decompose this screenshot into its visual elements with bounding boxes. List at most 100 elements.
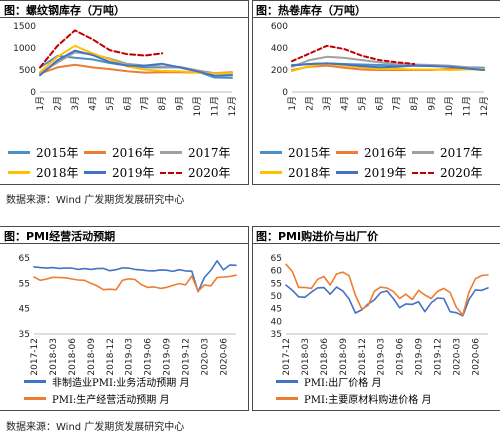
- legend-item: 2019年: [84, 164, 155, 181]
- legend-item: 2018年: [8, 164, 79, 181]
- legend-label: 2018年: [288, 166, 331, 180]
- x-tick-label: 9月: [427, 96, 438, 111]
- y-tick-label: 45: [19, 305, 30, 315]
- x-tick-label: 2018-09: [339, 338, 349, 376]
- x-tick-label: 8月: [409, 96, 420, 111]
- y-tick-label: 45: [271, 305, 282, 315]
- x-tick-label: 7月: [140, 96, 151, 111]
- legend-label: 2018年: [36, 166, 79, 180]
- y-tick-label: 600: [271, 22, 288, 32]
- x-tick-label: 7月: [392, 96, 403, 111]
- y-tick-label: 1500: [13, 22, 36, 32]
- x-tick-label: 5月: [357, 96, 368, 111]
- legend-item: 2020年: [160, 164, 231, 181]
- x-tick-label: 2018-03: [301, 338, 311, 376]
- pmi-expectation-title: 图：PMI经营活动预期: [4, 230, 116, 243]
- legend-swatch: [84, 171, 106, 174]
- series-line: [291, 62, 485, 71]
- x-tick-label: 2018-06: [320, 338, 330, 376]
- x-tick-label: 9月: [175, 96, 186, 111]
- x-tick-label: 2019-12: [182, 338, 192, 376]
- y-tick-label: 55: [19, 279, 30, 289]
- x-tick-label: 2月: [52, 96, 63, 111]
- x-tick-label: 2017-12: [282, 338, 292, 376]
- legend-swatch: [160, 151, 182, 154]
- series-line: [39, 51, 233, 75]
- legend-item: 2015年: [260, 144, 331, 161]
- pmi-prices-title: 图：PMI购进价与出厂价: [256, 230, 379, 243]
- hrc-chart-title: 图：热卷库存（万吨）: [256, 4, 366, 17]
- pmi-prices-chart: 35 40 45 50 55 60 65 2017-12 2018-03 2018-06 2018-…: [271, 254, 489, 376]
- legend-label: 2015年: [288, 146, 331, 160]
- legend-swatch: [276, 397, 298, 400]
- pmi-expectation-legend: 非制造业PMI:业务活动预期 月 PMI:生产经营活动预期 月: [0, 372, 248, 408]
- legend-label: 2019年: [364, 166, 407, 180]
- y-tick-label: 60: [271, 267, 283, 277]
- y-tick-label: 65: [271, 254, 282, 264]
- y-tick-label: 0: [282, 88, 288, 98]
- legend-label: 2015年: [36, 146, 79, 160]
- legend-swatch: [8, 171, 30, 174]
- legend-label: 2017年: [188, 146, 231, 160]
- y-tick-label: 65: [19, 254, 30, 264]
- hrc-inventory-panel: 图：热卷库存（万吨） 0 200 400 600 1月 2月 3月 4月 5月 6月 7月 8月 9月 1…: [252, 0, 500, 185]
- hrc-inventory-chart: 0 200 400 600 1月 2月 3月 4月 5月 6月 7月 8月 9月 10月 11月 12月: [271, 22, 490, 116]
- legend-label: PMI:主要原材料购进价格 月: [304, 395, 432, 406]
- legend-swatch: [412, 171, 434, 174]
- hrc-legend: 2015年 2016年 2017年 2018年 2019年 2020年: [252, 142, 500, 182]
- source-note-top: 数据来源：Wind 广发期货发展研究中心: [6, 195, 185, 206]
- x-tick-label: 1月: [287, 96, 298, 111]
- x-tick-label: 2020-03: [452, 338, 462, 376]
- x-tick-label: 2018-12: [106, 338, 116, 376]
- x-tick-label: 1月: [35, 96, 46, 111]
- series-line: [39, 44, 233, 75]
- series-line: [39, 29, 164, 69]
- legend-item: 2017年: [160, 144, 231, 161]
- series-line: [39, 54, 233, 79]
- x-tick-label: 10月: [444, 96, 455, 116]
- legend-item: 2016年: [336, 144, 407, 161]
- x-tick-label: 11月: [462, 96, 473, 116]
- y-tick-label: 400: [271, 44, 288, 54]
- legend-label: PMI:出厂价格 月: [304, 378, 382, 389]
- y-tick-label: 500: [19, 66, 36, 76]
- y-tick-label: 35: [271, 330, 282, 340]
- series-line: [285, 263, 489, 316]
- x-tick-label: 4月: [87, 96, 98, 111]
- rebar-inventory-chart: 0 500 1000 1500 1月 2月 3月 4月 5月 6月 7月 8月 9月 10月 11月 12月: [13, 22, 238, 116]
- legend-label: 非制造业PMI:业务活动预期 月: [52, 378, 190, 389]
- legend-item: 非制造业PMI:业务活动预期 月: [24, 374, 189, 389]
- x-tick-label: 2019-09: [163, 338, 173, 376]
- legend-item: PMI:出厂价格 月: [276, 374, 381, 389]
- x-tick-label: 2019-12: [434, 338, 444, 376]
- legend-label: 2016年: [364, 146, 407, 160]
- y-tick-label: 1000: [13, 44, 36, 54]
- x-tick-label: 2019-06: [144, 338, 154, 376]
- x-tick-label: 2018-03: [49, 338, 59, 376]
- x-tick-label: 2月: [304, 96, 315, 111]
- series-line: [39, 49, 233, 77]
- x-tick-label: 6月: [374, 96, 385, 111]
- series-line: [291, 44, 416, 65]
- x-tick-label: 8月: [157, 96, 168, 111]
- y-tick-label: 0: [30, 88, 36, 98]
- legend-label: 2020年: [188, 166, 231, 180]
- legend-item: 2015年: [8, 144, 79, 161]
- x-tick-label: 3月: [70, 96, 81, 111]
- x-tick-label: 12月: [479, 96, 490, 116]
- legend-item: 2019年: [336, 164, 407, 181]
- x-tick-label: 2019-03: [377, 338, 387, 376]
- x-tick-label: 5月: [105, 96, 116, 111]
- legend-label: 2020年: [440, 166, 483, 180]
- legend-item: 2017年: [412, 144, 483, 161]
- x-tick-label: 3月: [322, 96, 333, 111]
- series-line: [285, 284, 489, 317]
- x-tick-label: 2018-06: [68, 338, 78, 376]
- y-tick-label: 50: [271, 292, 283, 302]
- legend-swatch: [24, 397, 46, 400]
- pmi-prices-panel: 图：PMI购进价与出厂价 35 40 45 50 55 60 65 2017-12 2018-0…: [252, 226, 500, 411]
- series-line: [291, 64, 485, 71]
- legend-swatch: [260, 151, 282, 154]
- y-tick-label: 55: [271, 279, 282, 289]
- x-tick-label: 2019-09: [415, 338, 425, 376]
